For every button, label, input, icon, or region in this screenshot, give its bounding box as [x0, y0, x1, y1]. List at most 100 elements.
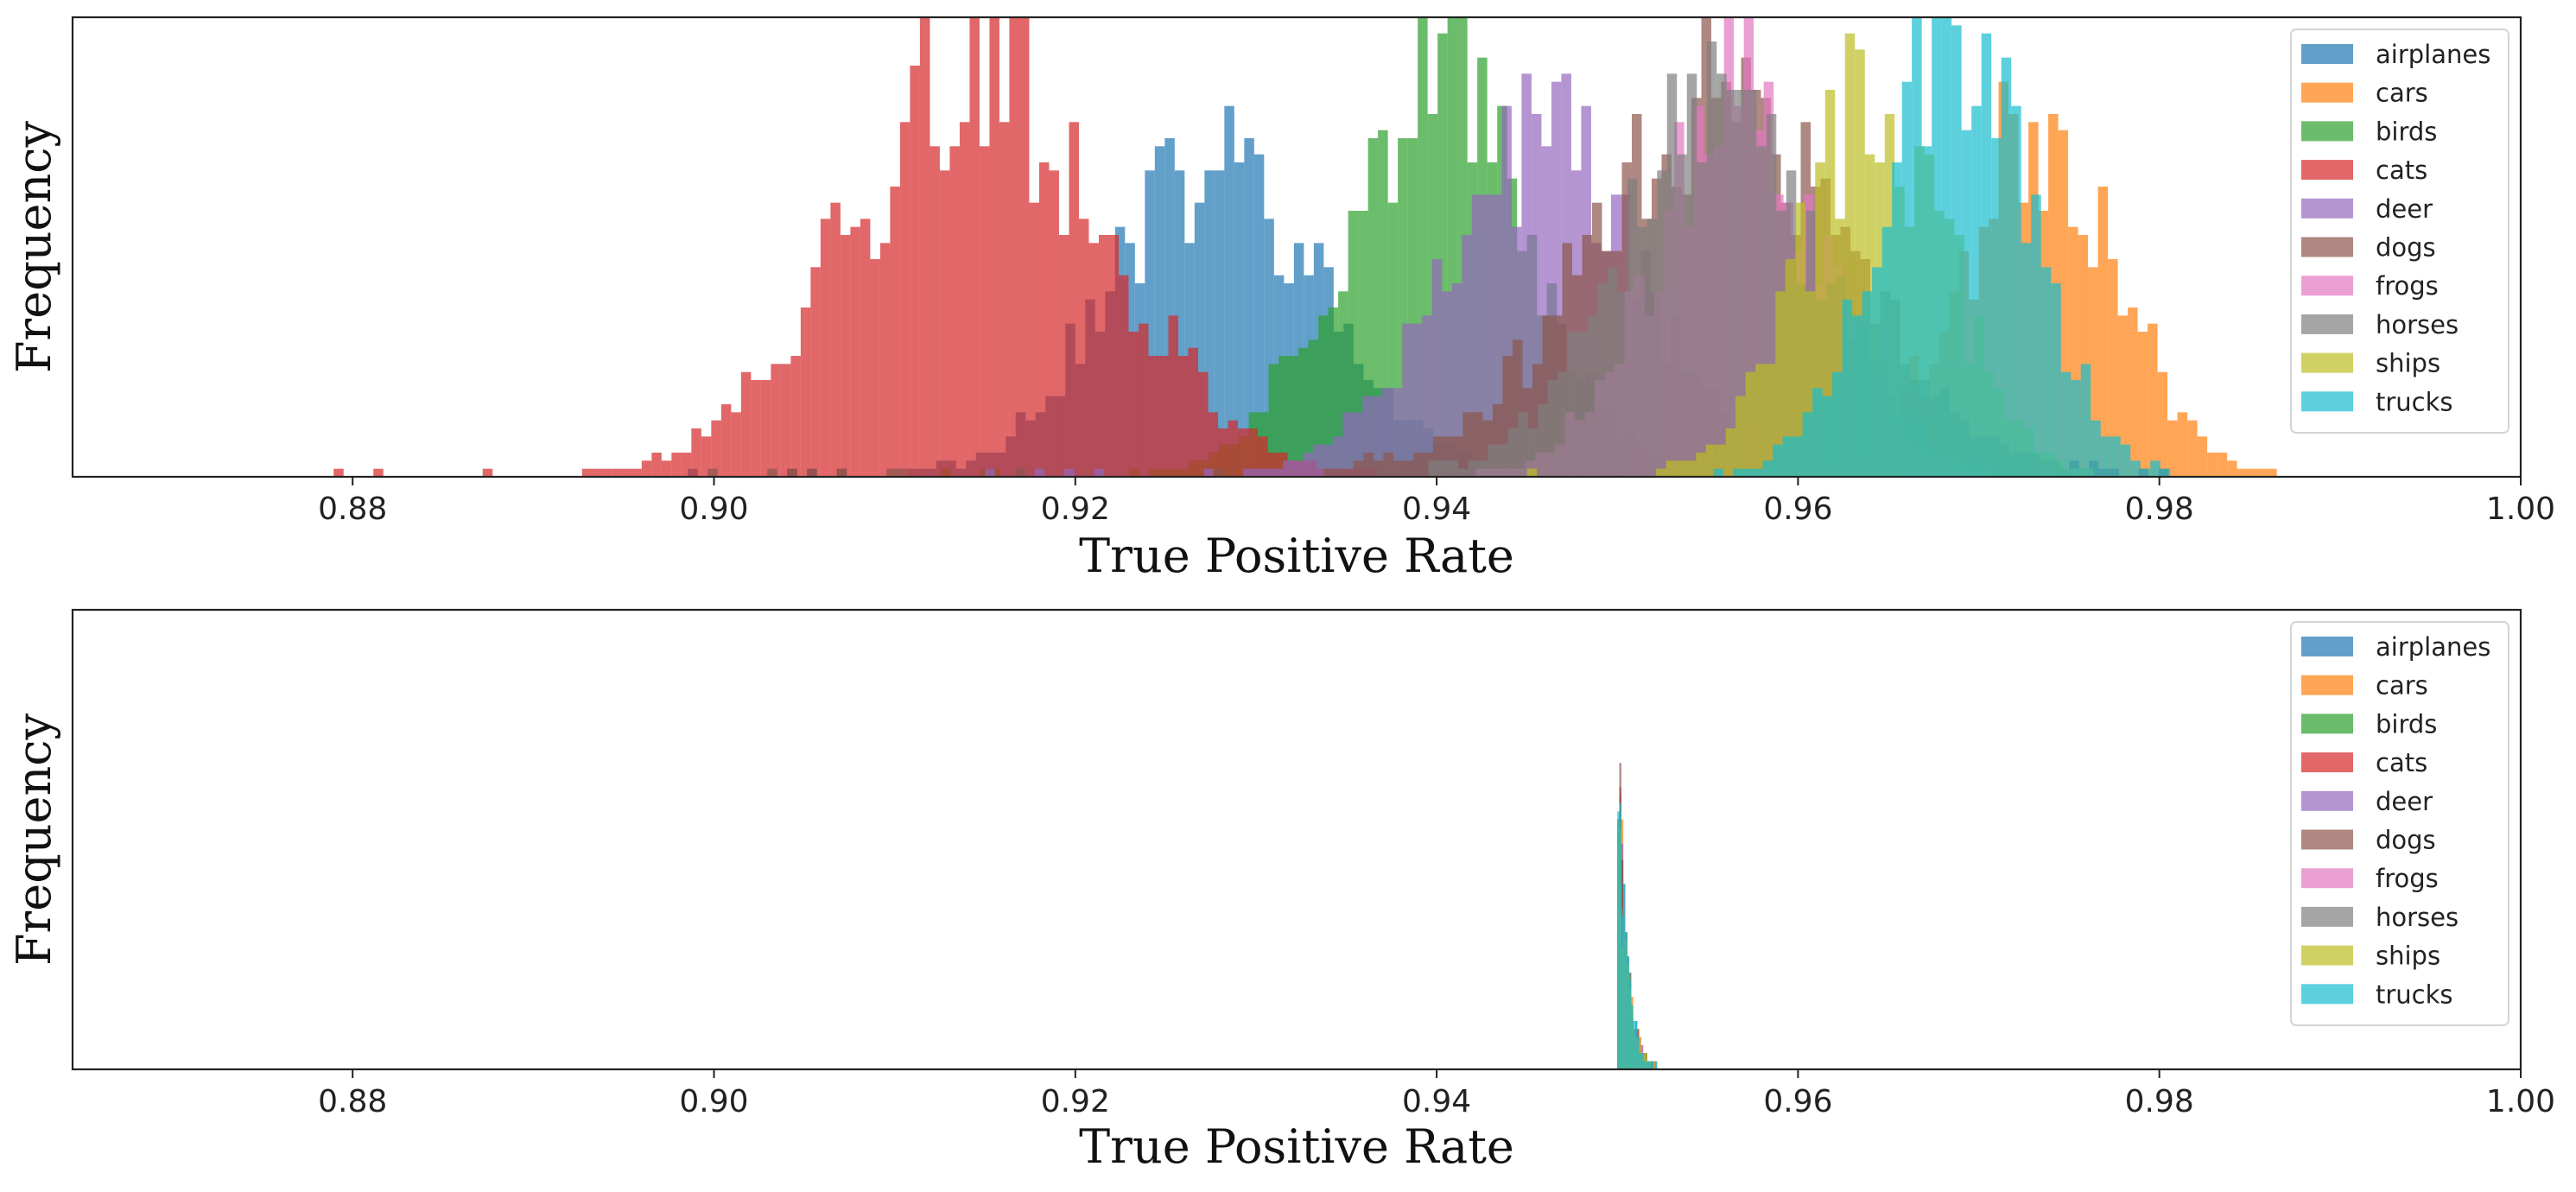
bar-ships: [1653, 1061, 1655, 1069]
bar-cars: [2177, 412, 2188, 477]
bar-cats: [830, 202, 841, 477]
bar-cars: [2197, 436, 2208, 477]
bar-horses: [1726, 90, 1737, 477]
bar-cats: [1148, 356, 1158, 477]
bar-cats: [1138, 323, 1149, 477]
bar-deer: [1422, 315, 1432, 477]
bar-cats: [1208, 412, 1219, 477]
bar-cars: [2267, 468, 2277, 477]
x-tick-label: 0.98: [2125, 491, 2194, 527]
legend-swatch-airplanes: [2301, 637, 2353, 656]
bar-horses: [1527, 428, 1539, 477]
bar-cats: [1018, 17, 1030, 477]
x-axis-ticks: 0.88 0.90 0.92 0.94 0.96 0.98 1.00: [318, 477, 2555, 527]
bar-ships: [1716, 444, 1726, 477]
legend-label-dogs: dogs: [2376, 233, 2436, 263]
bar-trucks: [1753, 468, 1763, 477]
bar-trucks: [2110, 436, 2121, 477]
bar-airplanes: [1164, 138, 1175, 477]
bar-trucks: [1646, 1061, 1650, 1069]
bar-trucks: [2140, 468, 2151, 477]
bar-cats: [949, 146, 960, 477]
bar-cats: [641, 460, 652, 477]
legend-swatch-trucks: [2301, 391, 2353, 412]
bar-trucks: [1640, 1053, 1644, 1069]
bar-trucks: [1802, 412, 1813, 477]
bar-dogs: [1462, 412, 1473, 477]
bar-dogs: [787, 468, 797, 477]
legend-label-cars: cars: [2376, 79, 2428, 108]
bar-trucks: [1637, 1037, 1640, 1069]
bar-trucks: [2071, 380, 2081, 477]
bar-deer: [985, 468, 995, 477]
legend-swatch-ships: [2301, 352, 2353, 373]
bar-airplanes: [1264, 219, 1274, 477]
bar-birds: [1447, 17, 1458, 477]
bar-horses: [1507, 428, 1519, 477]
bar-dogs: [1423, 453, 1433, 477]
bar-deer: [1342, 412, 1353, 477]
bar-horses: [1547, 380, 1558, 477]
bar-trucks: [2100, 436, 2111, 477]
bar-airplanes: [1234, 162, 1245, 477]
bar-trucks: [1782, 436, 1793, 477]
bar-birds: [1308, 339, 1319, 477]
bar-trucks: [2080, 364, 2091, 477]
x-tick-label: 0.92: [1041, 491, 1110, 527]
bar-cats: [581, 468, 593, 477]
bar-cats: [681, 453, 692, 477]
bar-ships: [1725, 428, 1736, 477]
bar-cats: [631, 468, 642, 477]
x-axis-ticks: 0.88 0.90 0.92 0.94 0.96 0.98 1.00: [318, 1069, 2555, 1119]
bar-ships: [1824, 90, 1836, 477]
bar-ships: [1745, 371, 1756, 477]
bar-deer: [1402, 323, 1412, 477]
bar-trucks: [1991, 138, 2002, 477]
legend-label-horses: horses: [2376, 903, 2459, 932]
bar-trucks: [1639, 1053, 1641, 1069]
bar-trucks: [1651, 1061, 1653, 1069]
legend-swatch-trucks: [2301, 984, 2353, 1005]
x-tick-label: 0.92: [1041, 1084, 1110, 1119]
series-trucks: [1617, 803, 1658, 1069]
bar-cats: [979, 146, 990, 477]
bar-cars: [2068, 226, 2078, 477]
bar-trucks: [1921, 146, 1932, 477]
legend-label-frogs: frogs: [2376, 271, 2439, 301]
bar-cats: [333, 468, 344, 477]
bar-dogs: [896, 468, 907, 477]
bar-trucks: [1649, 1061, 1652, 1069]
legend-swatch-cars: [2301, 675, 2353, 695]
bar-trucks: [1932, 17, 1942, 477]
x-axis-label: True Positive Rate: [1079, 529, 1514, 583]
bar-cats: [612, 468, 622, 477]
legend-swatch-deer: [2301, 790, 2353, 811]
bar-birds: [1348, 211, 1359, 477]
bar-ships: [1755, 364, 1766, 477]
bar-horses: [1736, 90, 1747, 477]
bar-horses: [1478, 460, 1488, 477]
bar-cars: [2137, 332, 2148, 477]
bar-airplanes: [1253, 154, 1265, 477]
bar-deer: [1303, 453, 1313, 477]
x-tick-label: 0.94: [1402, 491, 1471, 527]
bar-cats: [671, 453, 682, 477]
bar-ships: [1643, 1053, 1646, 1069]
bar-cats: [482, 468, 493, 477]
bar-horses: [1657, 170, 1667, 477]
bar-trucks: [2130, 460, 2141, 477]
bar-trucks: [2001, 57, 2012, 477]
bar-ships: [1835, 219, 1845, 477]
bar-dogs: [1432, 436, 1443, 477]
bar-deer: [1541, 146, 1551, 477]
bar-deer: [1292, 460, 1304, 477]
bar-horses: [1448, 460, 1459, 477]
bar-ships: [1795, 202, 1805, 477]
bar-dogs: [767, 468, 777, 477]
legend-label-frogs: frogs: [2376, 864, 2439, 893]
bar-cats: [1238, 428, 1248, 477]
bar-cats: [760, 380, 771, 477]
bar-dogs: [707, 468, 718, 477]
bar-horses: [1488, 444, 1499, 477]
bar-cats: [1218, 428, 1228, 477]
